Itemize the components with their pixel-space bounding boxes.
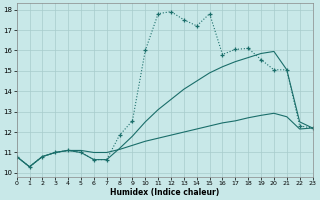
X-axis label: Humidex (Indice chaleur): Humidex (Indice chaleur) [110, 188, 219, 197]
